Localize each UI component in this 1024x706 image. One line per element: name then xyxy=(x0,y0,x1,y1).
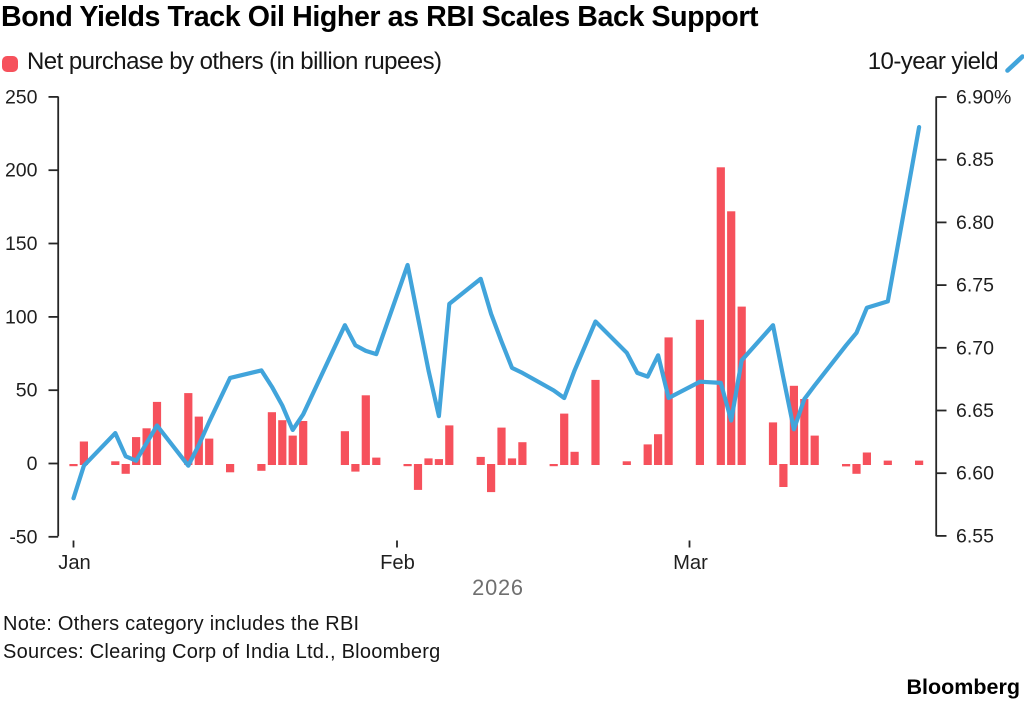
svg-text:6.65: 6.65 xyxy=(956,400,994,422)
svg-text:6.85: 6.85 xyxy=(956,149,994,171)
svg-text:Feb: Feb xyxy=(380,552,415,574)
svg-text:Jan: Jan xyxy=(58,552,91,574)
svg-text:150: 150 xyxy=(5,233,38,255)
svg-text:6.80: 6.80 xyxy=(956,212,994,234)
svg-text:6.90%: 6.90% xyxy=(956,87,1011,109)
svg-text:2026: 2026 xyxy=(472,575,524,600)
svg-text:6.70: 6.70 xyxy=(956,337,994,359)
svg-text:6.55: 6.55 xyxy=(956,525,994,547)
svg-text:6.75: 6.75 xyxy=(956,275,994,297)
svg-text:50: 50 xyxy=(16,380,38,402)
svg-text:250: 250 xyxy=(5,86,38,108)
svg-text:-50: -50 xyxy=(9,526,37,548)
svg-text:0: 0 xyxy=(27,453,38,475)
svg-text:Mar: Mar xyxy=(673,552,708,574)
svg-text:100: 100 xyxy=(5,306,38,328)
svg-text:6.60: 6.60 xyxy=(956,463,994,485)
svg-text:200: 200 xyxy=(5,160,38,182)
